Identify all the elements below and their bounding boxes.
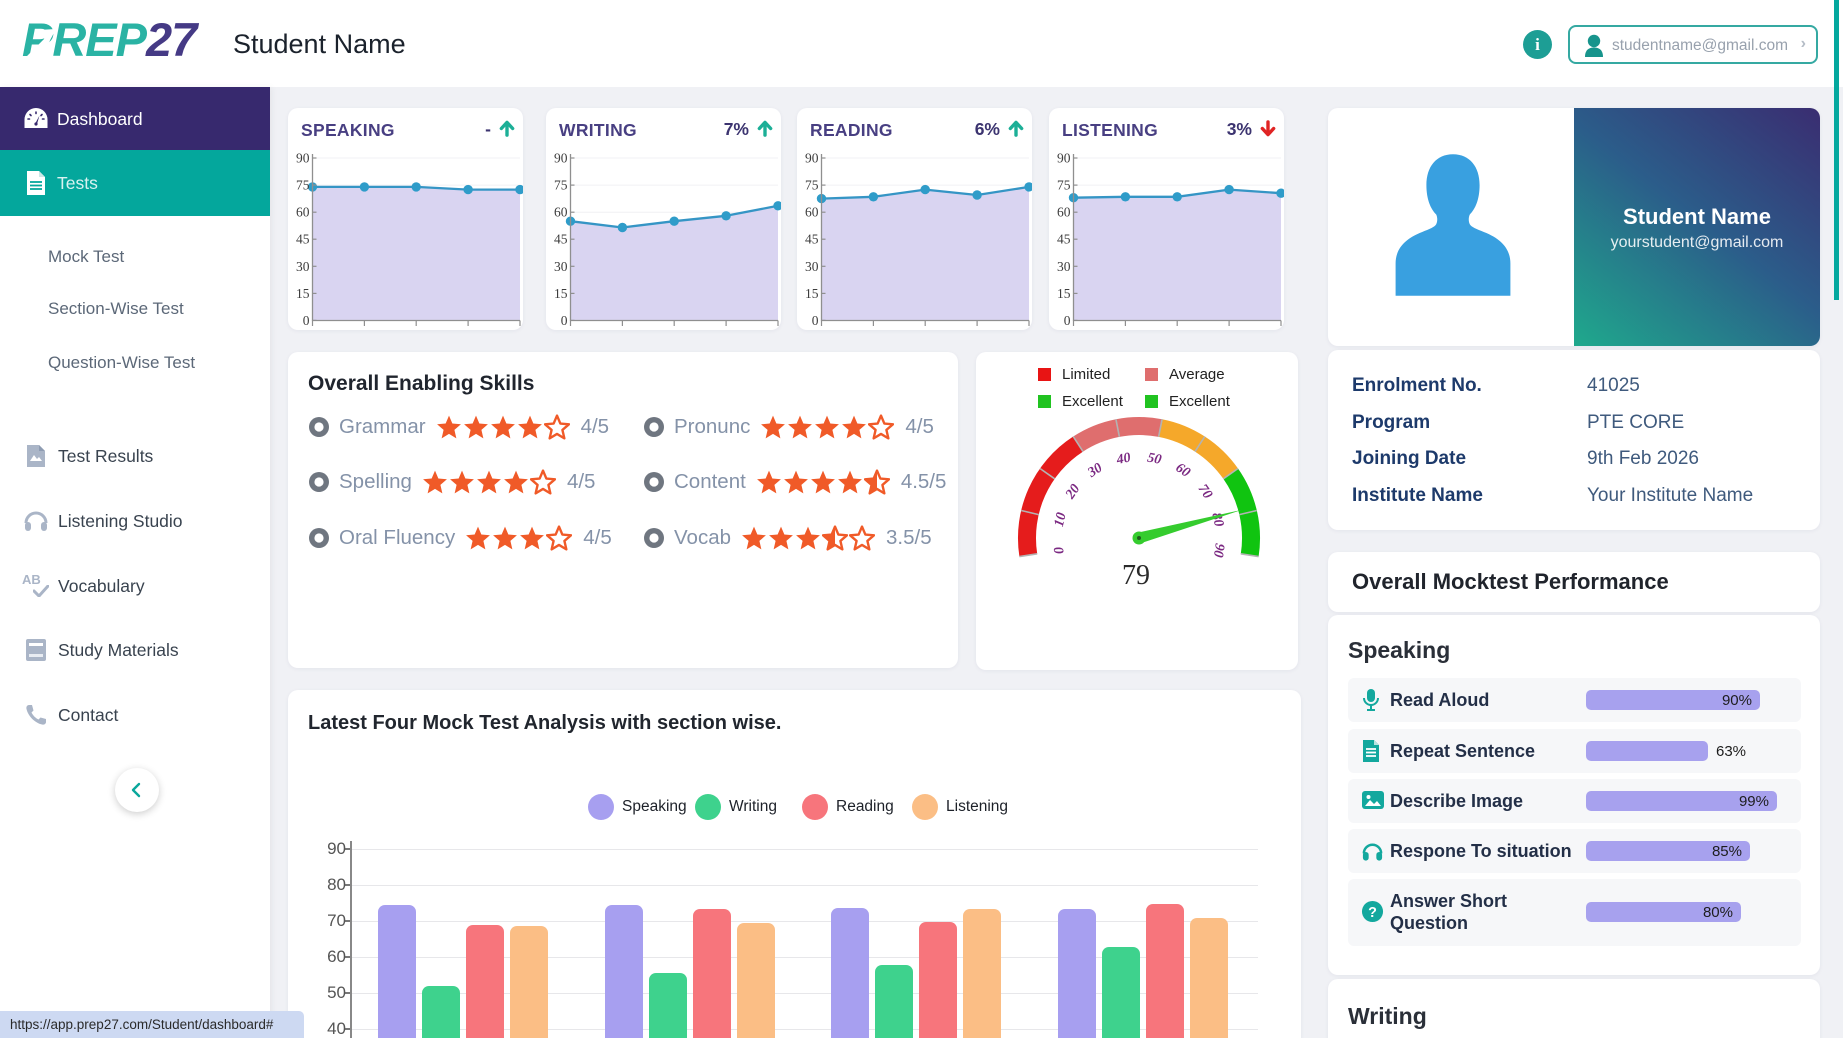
svg-text:45: 45	[554, 232, 568, 247]
svg-text:0: 0	[1052, 546, 1068, 555]
svg-text:15: 15	[805, 286, 819, 301]
svg-text:60: 60	[554, 205, 568, 220]
svg-text:90: 90	[554, 151, 568, 166]
svg-text:60: 60	[296, 205, 310, 220]
svg-text:75: 75	[1057, 178, 1071, 193]
svg-text:50: 50	[1146, 451, 1163, 468]
svg-text:75: 75	[554, 178, 568, 193]
svg-text:45: 45	[1057, 232, 1071, 247]
svg-text:45: 45	[296, 232, 310, 247]
svg-text:90: 90	[1210, 542, 1227, 558]
svg-text:15: 15	[554, 286, 568, 301]
svg-text:30: 30	[805, 259, 819, 274]
svg-text:75: 75	[805, 178, 819, 193]
svg-text:30: 30	[1057, 259, 1071, 274]
svg-text:0: 0	[812, 313, 819, 328]
svg-text:90: 90	[805, 151, 819, 166]
svg-text:?: ?	[1368, 905, 1377, 921]
svg-text:60: 60	[805, 205, 819, 220]
svg-text:90: 90	[1057, 151, 1071, 166]
svg-text:45: 45	[805, 232, 819, 247]
svg-text:15: 15	[1057, 286, 1071, 301]
svg-text:0: 0	[303, 313, 310, 328]
svg-text:40: 40	[1114, 451, 1132, 469]
svg-text:79: 79	[1122, 560, 1150, 591]
svg-text:20: 20	[1063, 482, 1084, 503]
svg-text:10: 10	[1052, 511, 1070, 528]
svg-text:75: 75	[296, 178, 310, 193]
svg-text:15: 15	[296, 286, 310, 301]
svg-text:60: 60	[1057, 205, 1071, 220]
svg-text:60: 60	[1173, 461, 1193, 481]
svg-text:30: 30	[296, 259, 310, 274]
svg-text:70: 70	[1195, 482, 1215, 502]
svg-text:30: 30	[1085, 461, 1106, 482]
svg-text:0: 0	[561, 313, 568, 328]
svg-text:90: 90	[296, 151, 310, 166]
svg-text:0: 0	[1064, 313, 1071, 328]
svg-text:30: 30	[554, 259, 568, 274]
